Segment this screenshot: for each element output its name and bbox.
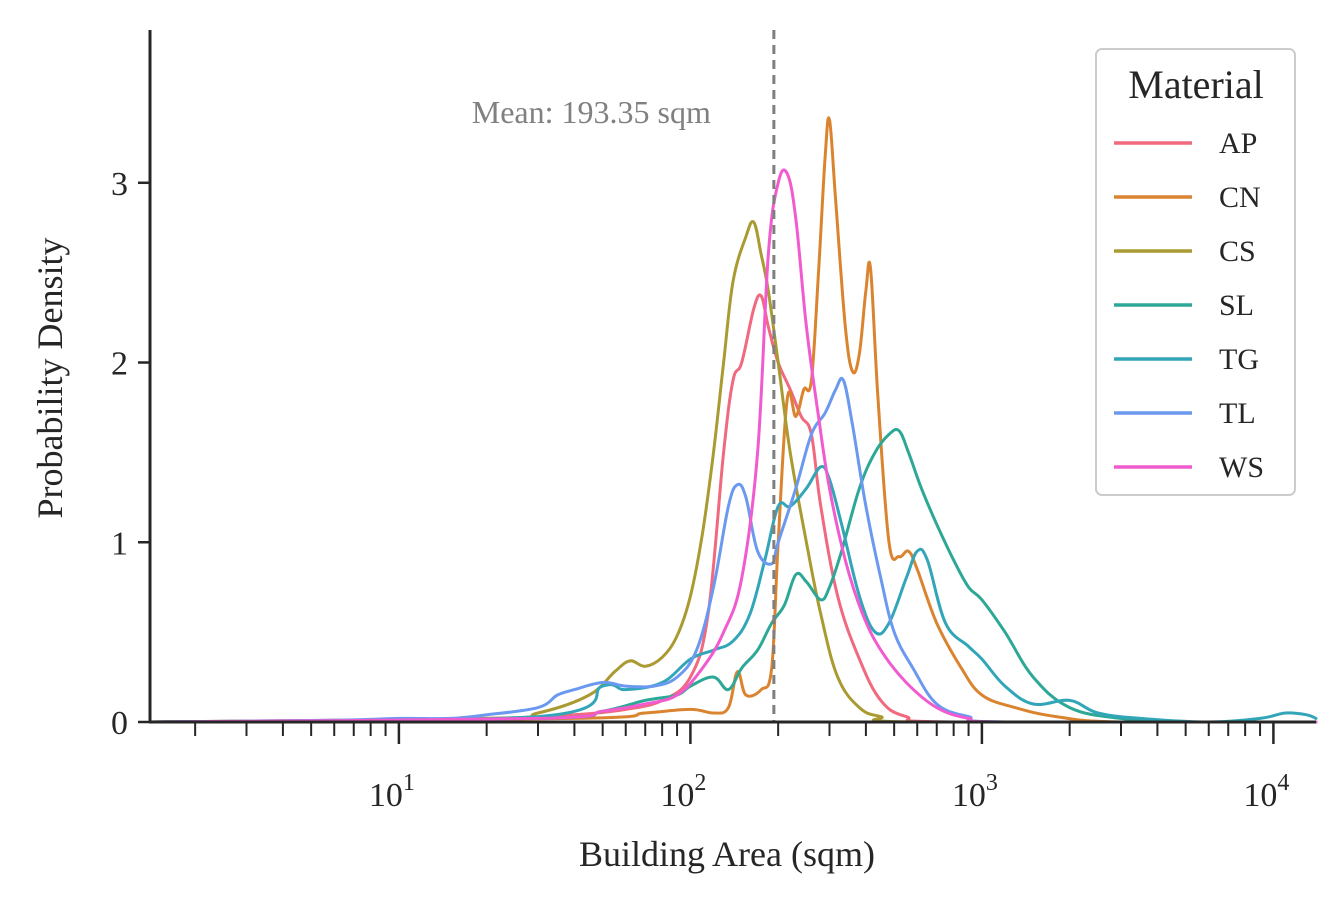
axes-layer: 0 1 2 3 101 102 103 104: [111, 30, 1316, 814]
legend-label-tg: TG: [1219, 343, 1259, 376]
legend-label-cs: CS: [1219, 235, 1256, 268]
x-axis-title: Building Area (sqm): [579, 834, 875, 874]
y-tick-label: 2: [111, 346, 128, 383]
x-tick-label: 103: [952, 770, 998, 814]
series-line-ws: [148, 168, 1318, 724]
legend-items: AP CN CS SL TG TL WS: [1114, 127, 1264, 484]
mean-annotation: Mean: 193.35 sqm: [472, 94, 711, 130]
y-tick-label: 0: [111, 705, 128, 742]
x-tick-label: 101: [369, 770, 415, 814]
y-axis-title: Probability Density: [30, 238, 70, 519]
y-tick-label: 3: [111, 166, 128, 203]
legend-label-ap: AP: [1219, 127, 1257, 160]
x-tick-label: 102: [660, 770, 706, 814]
legend-label-ws: WS: [1219, 451, 1264, 484]
y-tick-label: 1: [111, 525, 128, 562]
series-line-tg: [148, 464, 1318, 724]
series-line-cn: [148, 116, 1318, 724]
legend: Material AP CN CS SL TG TL WS: [1095, 48, 1296, 496]
series-line-tl: [148, 376, 1318, 724]
legend-title: Material: [1128, 62, 1264, 107]
x-tick-label: 104: [1243, 770, 1289, 814]
lines-layer: [148, 116, 1318, 724]
legend-label-sl: SL: [1219, 289, 1254, 322]
legend-label-cn: CN: [1219, 181, 1261, 214]
legend-box: [1095, 48, 1296, 496]
series-line-cs: [148, 220, 1318, 724]
legend-label-tl: TL: [1219, 397, 1256, 430]
